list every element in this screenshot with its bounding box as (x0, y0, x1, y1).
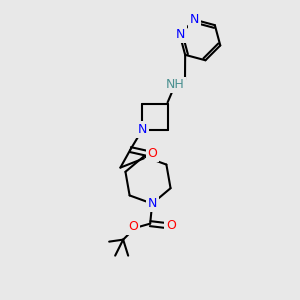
Text: N: N (148, 197, 157, 210)
Text: O: O (148, 147, 157, 160)
Text: NH: NH (166, 79, 184, 92)
Text: N: N (138, 123, 147, 136)
Text: N: N (190, 13, 199, 26)
Text: O: O (166, 219, 176, 232)
Text: N: N (176, 28, 185, 41)
Text: O: O (128, 220, 138, 233)
